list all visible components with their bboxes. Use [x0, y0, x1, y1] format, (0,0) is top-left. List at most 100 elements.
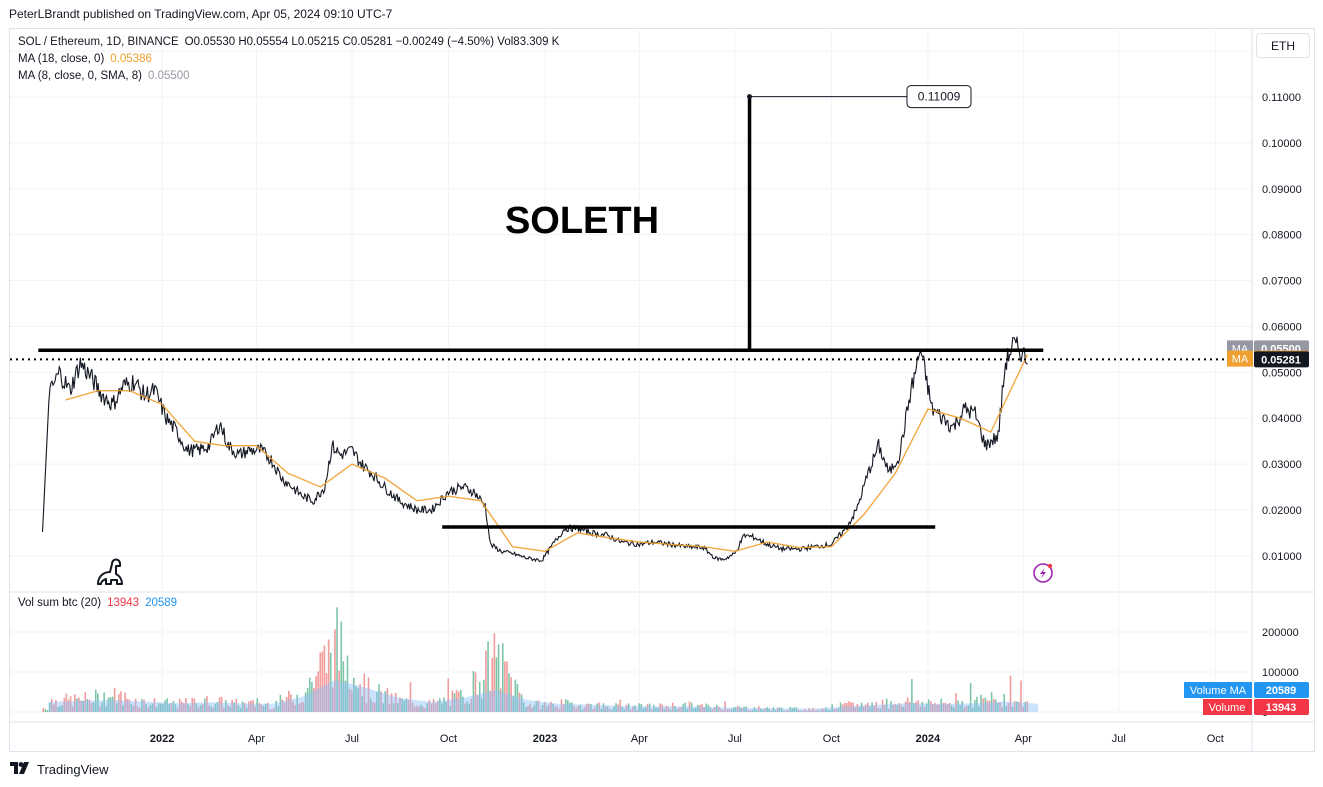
volume-bar	[111, 696, 114, 712]
volume-bar	[879, 708, 882, 712]
volume-bar	[88, 699, 91, 712]
volume-bar	[57, 707, 59, 712]
volume-bar	[892, 704, 894, 712]
volume-bar	[350, 690, 353, 712]
volume-bar	[686, 708, 689, 712]
volume-bar	[92, 702, 95, 712]
volume-bar	[888, 708, 890, 712]
volume-ma-tag-label-bg	[1184, 682, 1252, 698]
time-tick-label: 2023	[533, 733, 557, 745]
volume-bar	[864, 704, 867, 712]
volume-bar	[967, 705, 970, 712]
callout-anchor-dot	[747, 94, 753, 100]
volume-bar	[562, 704, 565, 712]
volume-bar	[552, 703, 554, 712]
volume-bar	[457, 691, 460, 712]
volume-bar	[548, 704, 550, 712]
volume-bar	[332, 687, 334, 712]
volume-bar	[388, 703, 391, 712]
volume-bar	[606, 706, 609, 712]
volume-bar	[537, 700, 540, 712]
volume-bar	[629, 709, 632, 712]
legend-volume[interactable]: Vol sum btc (20) 13943 20589	[18, 597, 177, 609]
chart-title-soleth: SOLETH	[505, 200, 659, 242]
volume-bar	[929, 701, 932, 712]
volume-bar	[755, 709, 758, 712]
volume-bar	[134, 698, 137, 712]
volume-bar	[101, 702, 103, 712]
legend-ma8[interactable]: MA (8, close, 0, SMA, 8) 0.05500	[18, 70, 190, 82]
volume-bar	[269, 709, 271, 712]
volume-bar	[829, 709, 831, 712]
time-tick-label: 2024	[916, 733, 941, 745]
volume-bar	[329, 652, 332, 712]
volume-bar	[661, 704, 664, 712]
volume-bar	[118, 693, 120, 712]
volume-bar	[506, 661, 508, 712]
legend-ma18[interactable]: MA (18, close, 0) 0.05386	[18, 53, 152, 65]
footer-branding[interactable]: TradingView	[10, 762, 109, 777]
volume-bar	[460, 689, 462, 712]
volume-bar	[728, 709, 731, 712]
volume-bar	[120, 691, 122, 712]
volume-bar	[833, 708, 836, 712]
volume-bar	[990, 692, 993, 712]
volume-bar	[378, 684, 380, 712]
volume-bar	[816, 709, 819, 712]
volume-bar	[325, 673, 328, 712]
volume-bar	[231, 700, 233, 712]
volume-bar	[390, 693, 393, 712]
price-tick-label: 0.08000	[1262, 230, 1302, 242]
volume-bar	[512, 696, 515, 712]
price-tick-label: 0.10000	[1262, 138, 1302, 150]
time-axis[interactable]: 2022 Apr Jul Oct 2023 Apr Jul Oct 2024 Apr Jul Oct	[150, 733, 1224, 745]
volume-bar	[287, 690, 290, 712]
volume-bar	[193, 698, 196, 712]
legend-symbol[interactable]: SOL / Ethereum, 1D, BINANCE	[18, 36, 179, 48]
volume-bar	[71, 706, 74, 712]
price-axis[interactable]: 0.01000 0.02000 0.03000 0.04000 0.05000 0.060…	[1262, 46, 1302, 563]
volume-bar	[327, 639, 330, 712]
volume-bar	[386, 688, 389, 712]
volume-bar	[932, 703, 934, 712]
volume-bar	[290, 694, 292, 712]
price-tick-label: 0.11000	[1262, 92, 1301, 104]
volume-bar	[436, 700, 439, 712]
volume-tick-label: 200000	[1262, 627, 1299, 639]
volume-bar	[426, 703, 429, 712]
volume-bar	[711, 709, 714, 712]
volume-bar	[50, 698, 53, 712]
volume-bar	[707, 704, 710, 712]
high-price-callout[interactable]: 0.11009	[747, 85, 972, 109]
volume-bar	[311, 681, 313, 712]
lightning-replay-icon[interactable]	[1033, 563, 1053, 583]
volume-bar	[248, 701, 250, 712]
volume-bar	[65, 693, 68, 712]
currency-button[interactable]: ETH	[1256, 33, 1310, 58]
volume-bar	[174, 704, 177, 712]
volume-bar	[961, 701, 964, 712]
dinosaur-icon	[97, 558, 123, 585]
volume-bar	[306, 688, 309, 712]
volume-bar	[476, 695, 479, 712]
volume-bar	[818, 710, 821, 712]
volume-bar	[766, 707, 768, 712]
volume-bar	[867, 702, 869, 712]
legend-ma8-value: 0.05500	[147, 70, 190, 82]
legend-volume-value-1: 13943	[107, 597, 140, 609]
volume-bar	[789, 706, 791, 712]
volume-bar	[222, 707, 225, 712]
volume-bar	[405, 698, 408, 712]
volume-bar	[539, 709, 542, 712]
volume-bar	[745, 706, 747, 712]
volume-bar	[764, 708, 766, 712]
volume-bar	[632, 706, 634, 712]
volume-bar	[667, 707, 670, 712]
volume-bar	[550, 701, 552, 712]
volume-bar	[69, 696, 72, 712]
volume-bar	[308, 677, 311, 712]
volume-bar	[900, 705, 903, 712]
volume-bar	[860, 702, 863, 712]
price-tick-label: 0.07000	[1262, 276, 1302, 288]
